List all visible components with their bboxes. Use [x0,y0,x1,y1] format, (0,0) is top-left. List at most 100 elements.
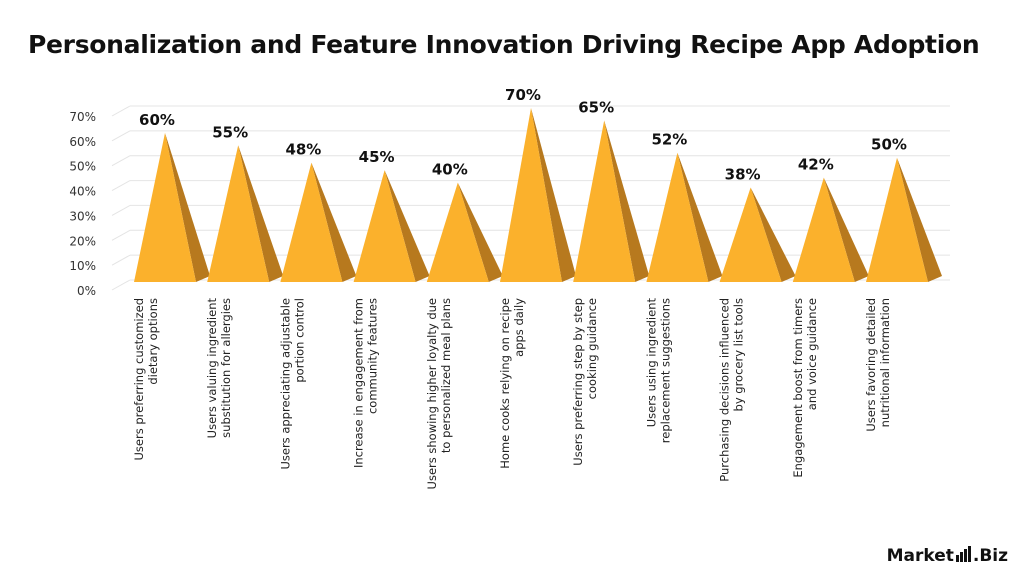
data-label: 45% [359,148,395,166]
category-label-line: Purchasing decisions influenced [718,298,732,482]
category-label-line: and voice guidance [805,298,819,410]
category-label-line: Users preferring customized [132,298,146,460]
category-label-line: Users showing higher loyalty due [425,298,439,489]
bar-front-face [792,177,855,282]
y-tick-label: 30% [69,209,96,223]
category-label-line: replacement suggestions [658,298,672,443]
category-label-line: Increase in engagement from [352,298,366,468]
brand-name-market: Market [886,546,954,566]
bar-front-face [646,152,709,282]
data-label: 65% [578,98,614,116]
category-label: Engagement boost from timersand voice gu… [791,298,819,478]
category-label-line: Home cooks relying on recipe [498,298,512,469]
bar-side-face [823,177,869,282]
category-label-line: nutritional information [878,298,892,427]
category-label-line: portion control [292,298,306,383]
category-label: Purchasing decisions influencedby grocer… [718,298,746,482]
gridline-diagonal [111,204,131,216]
data-label: 40% [432,161,468,179]
bar-side-face [311,162,357,282]
bar [573,120,650,282]
category-label-line: Users using ingredient [644,298,658,428]
chart-title: Personalization and Feature Innovation D… [28,30,980,59]
category-label-line: dietary options [146,298,160,385]
y-tick-label: 20% [69,234,96,248]
bar-side-face [531,108,576,282]
bar-front-face [353,170,416,282]
bar-side-face [750,187,796,282]
category-label-line: Engagement boost from timers [791,298,805,478]
bar-front-face [426,182,489,282]
bar-side-face [897,157,942,282]
category-label-line: Users appreciating adjustable [278,298,292,470]
category-label-line: apps daily [512,298,526,357]
bar [646,152,723,282]
category-label: Users valuing ingredientsubstitution for… [205,298,233,439]
bar-chart-icon [955,546,971,562]
y-tick-label: 50% [69,160,96,174]
data-label: 38% [725,166,761,184]
bar-front-face [500,108,562,282]
y-tick-label: 60% [69,135,96,149]
gridline-diagonal [111,279,131,291]
gridline-diagonal [111,105,131,117]
y-axis-ticks: 0% 10% 20% 30% 40% 50% 60% 70% [69,110,96,298]
bar [866,157,942,282]
bar-front-face [573,120,636,282]
bar-side-face [384,170,430,282]
category-label-line: substitution for allergies [219,298,233,438]
gridline-diagonal [111,130,131,142]
data-labels: 60% 55% 48% 45% 40% 70% 65% 52% 38% 42% 50% [139,86,907,184]
category-label: Home cooks relying on recipeapps daily [498,298,526,469]
gridline-diagonal [111,180,131,192]
bar [426,182,503,282]
gridline-diagonal [111,254,131,266]
bar [500,108,576,282]
bar-side-face [677,152,723,282]
category-label-line: cooking guidance [585,298,599,399]
bar-front-face [134,132,196,282]
category-labels: Users preferring customizeddietary optio… [132,298,892,490]
gridline-diagonal [111,229,131,241]
category-label: Users preferring customizeddietary optio… [132,298,160,460]
category-label-line: community features [366,298,380,414]
bar-front-face [866,157,928,282]
y-tick-label: 40% [69,185,96,199]
category-label: Users favoring detailednutritional infor… [864,298,892,432]
data-label: 48% [285,141,321,159]
bar [134,132,210,282]
category-label: Users appreciating adjustableportion con… [278,298,306,470]
bar-side-face [604,120,650,282]
bar [280,162,357,282]
bar-side-face [457,182,503,282]
bar-side-face [165,132,210,282]
brand-name-biz: .Biz [972,546,1008,566]
category-label-line: Users favoring detailed [864,298,878,432]
data-label: 55% [212,123,248,141]
category-label-line: by grocery list tools [732,298,746,411]
category-label-line: Users valuing ingredient [205,298,219,439]
y-tick-label: 70% [69,110,96,124]
data-label: 50% [871,136,907,154]
category-label: Users showing higher loyalty dueto perso… [425,298,453,489]
data-label: 60% [139,111,175,129]
bar-front-face [207,145,270,282]
data-label: 42% [798,156,834,174]
bar-side-face [238,145,284,282]
bar [719,187,796,282]
bars [134,108,942,282]
bar [353,170,430,282]
category-label-line: Users preferring step by step [571,298,585,466]
y-tick-label: 0% [77,284,96,298]
bar [792,177,869,282]
y-tick-label: 10% [69,259,96,273]
brand-logo: Market .Biz [887,546,1008,566]
data-label: 70% [505,86,541,104]
bar [207,145,284,282]
category-label: Users using ingredientreplacement sugges… [644,298,672,444]
data-label: 52% [651,131,687,149]
bar-front-face [719,187,782,282]
category-label-line: to personalized meal plans [439,298,453,453]
category-label: Users preferring step by stepcooking gui… [571,298,599,466]
